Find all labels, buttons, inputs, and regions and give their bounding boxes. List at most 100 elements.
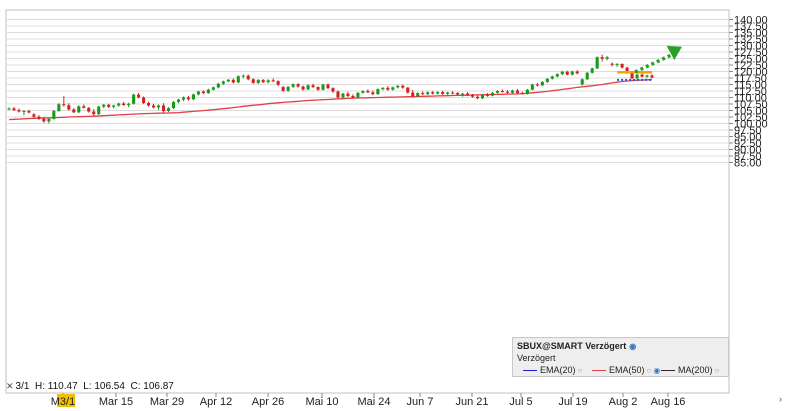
candle-body — [137, 94, 141, 98]
hover-low: L: 106.54 — [83, 381, 125, 392]
candle-body — [286, 86, 290, 91]
y-tick-label: 107.50 — [734, 99, 768, 111]
candle-body — [102, 104, 106, 107]
y-tick-label: 135.00 — [734, 28, 768, 40]
candle-body — [251, 79, 255, 83]
candle-body — [545, 78, 549, 82]
candle-body — [82, 106, 86, 108]
y-tick-label: 140.00 — [734, 15, 768, 27]
candle-body — [635, 74, 639, 79]
trend-arrow-shaft — [634, 51, 677, 74]
candle-body — [351, 95, 355, 98]
candle-body — [605, 57, 609, 59]
legend-item-ema50[interactable]: EMA(50) ○ ◉ — [592, 365, 660, 375]
y-tick-label: 102.50 — [734, 112, 768, 124]
candle-body — [366, 91, 370, 93]
legend-item-ema20-label: EMA(20) — [540, 365, 576, 375]
candle-body — [326, 84, 330, 89]
candle-body — [466, 93, 470, 95]
legend-item-ema20[interactable]: EMA(20) ○ — [523, 365, 582, 375]
candle-body — [67, 105, 71, 110]
candle-body — [456, 93, 460, 95]
candle-body — [176, 99, 181, 102]
settings-icon[interactable]: ◉ — [629, 342, 637, 351]
candle-body — [206, 89, 210, 94]
toggle-dot-icon[interactable]: ○ — [646, 366, 652, 375]
candle-body — [77, 106, 81, 113]
legend-title-text: SBUX@SMART Verzögert — [517, 341, 627, 351]
candle-body — [166, 108, 171, 112]
candle-body — [505, 91, 509, 93]
candle-body — [27, 111, 31, 113]
candle-body — [236, 76, 240, 83]
y-tick-label: 105.00 — [734, 106, 768, 118]
candle-body — [480, 94, 485, 99]
x-tick-label: Jun 21 — [455, 396, 488, 408]
candle-body — [336, 91, 340, 98]
candle-body — [441, 92, 445, 94]
y-tick-label: 115.00 — [734, 80, 767, 92]
candle-body — [396, 85, 400, 88]
ema20-swatch — [523, 370, 537, 372]
candle-body — [226, 79, 230, 82]
candle-body — [117, 103, 121, 106]
x-tick-label: Aug 2 — [609, 396, 638, 408]
candle-body — [306, 85, 310, 90]
candle-body — [301, 86, 305, 90]
candle-body — [22, 111, 26, 113]
settings-icon[interactable]: ◉ — [653, 366, 661, 375]
candle-body — [446, 92, 450, 94]
candle-body — [356, 92, 360, 98]
candle-body — [107, 104, 111, 107]
x-axis: M3/1 Mar 15 Mar 29 Apr 12 Apr 26 Mai 10 Mai 24… — [51, 393, 685, 408]
candle-body — [555, 74, 559, 77]
candle-body — [510, 90, 514, 93]
candle-body — [261, 80, 265, 83]
candle-body — [47, 118, 51, 122]
x-tick-highlight — [57, 394, 75, 407]
x-tick-label: Jul 5 — [509, 396, 532, 408]
candle-body — [590, 68, 594, 73]
ma200-swatch — [661, 370, 675, 372]
y-tick-label: 125.00 — [734, 54, 768, 66]
y-tick-label: 87.50 — [734, 151, 762, 163]
candle-body — [346, 93, 350, 96]
ema50-line — [8, 78, 653, 121]
candle-body — [87, 107, 91, 112]
close-icon[interactable]: ✕ — [6, 381, 14, 391]
candle-body — [17, 110, 21, 112]
x-tick-label: Mar 29 — [150, 396, 184, 408]
plot-area — [5, 9, 730, 394]
candle-body — [565, 71, 569, 75]
candle-body — [630, 73, 634, 79]
hover-date: 3/1 — [15, 381, 30, 392]
scroll-right-arrow-icon[interactable]: › — [779, 394, 782, 404]
candle-body — [416, 93, 420, 97]
candle-body — [391, 87, 395, 90]
candle-body — [112, 105, 116, 107]
candle-body — [645, 75, 649, 77]
candle-body — [122, 103, 126, 106]
candle-body — [156, 105, 161, 108]
x-tick-label: Mai 24 — [357, 396, 390, 408]
candle-body — [196, 91, 200, 95]
candle-body — [461, 93, 465, 95]
candle-body — [406, 87, 410, 93]
candle-body — [401, 85, 405, 88]
candle-body — [216, 83, 220, 88]
candle-body — [560, 71, 564, 75]
y-tick-label: 97.50 — [734, 125, 762, 137]
candle-body — [256, 80, 260, 83]
toggle-dot-icon[interactable]: ○ — [577, 366, 583, 375]
x-tick-label: Apr 12 — [200, 396, 232, 408]
y-tick-label: 110.00 — [734, 93, 767, 105]
candle-body — [371, 92, 375, 95]
toggle-dot-icon[interactable]: ○ — [714, 366, 720, 375]
legend-subtitle: Verzögert — [517, 353, 556, 363]
candle-body — [142, 97, 146, 103]
legend[interactable]: SBUX@SMART Verzögert ◉ Verzögert EMA(20) ○… — [512, 337, 729, 377]
candle-body — [311, 85, 315, 88]
legend-item-ma200[interactable]: MA(200) ○ — [661, 365, 719, 375]
candle-body — [127, 103, 131, 106]
